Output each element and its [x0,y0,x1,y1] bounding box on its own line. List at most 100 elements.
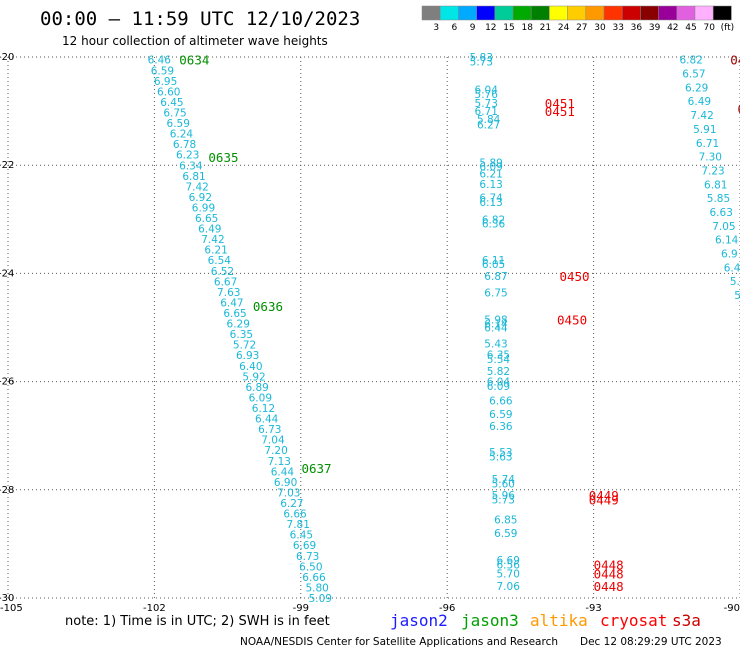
wave-height-value: 6.66 [283,509,307,521]
wave-height-value: 7.04 [261,435,285,447]
wave-height-value: 5.73 [475,98,498,110]
wave-height-value: 6.92 [189,192,212,204]
colorbar-label: 15 [503,23,514,33]
wave-height-value: 6.78 [173,139,196,151]
wave-height-value: 5.91 [693,124,716,136]
wave-height-value: 6.35 [230,329,253,341]
wave-height-value: 6.59 [489,409,512,421]
wave-height-value: 6.29 [227,319,250,331]
colorbar-swatch [640,5,659,21]
wave-height-value: 7.23 [701,165,724,177]
wave-height-value: 7.42 [201,234,224,246]
colorbar-label: 42 [667,23,678,33]
wave-height-value: 6.27 [477,120,500,132]
axis-ticks: -105 -102 -99 -96 -93 -90 -20 -22 -24 -26 -28 -30 [0,52,740,614]
wave-height-value: 7.20 [264,445,287,457]
wave-height-value: 6.82 [482,214,505,226]
colorbar-swatch [458,5,477,21]
satellite-legend-jason3: jason3 [461,611,519,630]
wave-height-value: 5.92 [242,371,265,383]
pass-time-label: 0451 [545,96,575,111]
satellite-legend: jason2 jason3 altika cryosat s3a [390,611,701,630]
altimeter-tracks: 6.466.596.956.606.456.756.596.246.786.23… [148,52,740,605]
y-tick-label: -20 [0,52,14,63]
wave-height-value: 5.09 [309,593,332,605]
wave-height-value: 6.56 [497,559,521,571]
pass-time-label: 0451 [545,104,575,119]
wave-height-value: 5.60 [492,478,515,490]
wave-height-value: 6.90 [274,477,297,489]
colorbar-swatch [421,5,441,21]
wave-height-value: 6.21 [204,245,227,257]
wave-height-value: 6.24 [170,129,194,141]
wave-height-value: 6.13 [479,197,502,209]
wave-height-value: 6.29 [685,82,708,94]
wave-height-value: 6.36 [489,421,513,433]
wave-height-value: 6.44 [484,323,508,335]
wave-height-value: 6.45 [290,530,313,542]
wave-height-value: 5.43 [484,339,507,351]
y-tick-label: -22 [0,160,14,171]
wave-height-value: 7.42 [185,181,208,193]
wave-height-value: 6.9 [721,249,738,261]
colorbar-swatch [549,5,568,21]
wave-height-value: 7.06 [497,581,521,593]
wave-height-value: 5.74 [492,474,516,486]
x-tick-label: -105 [0,603,23,614]
wave-height-value: 5.54 [487,354,511,366]
wave-height-value: 6.60 [157,86,180,98]
map-grid [7,56,740,599]
y-tick-label: -24 [0,268,14,279]
colorbar-swatch [439,5,459,21]
wave-height-value: 6.89 [245,382,268,394]
wave-height-value: 5.83 [470,52,493,64]
x-tick-label: -93 [585,603,601,614]
wave-height-value: 5.72 [233,340,256,352]
pass-time-label: 0450 [557,312,587,327]
colorbar-label: (ft) [721,23,735,33]
satellite-legend-jason2: jason2 [390,611,448,630]
wave-height-value: 6.34 [179,160,203,172]
wave-height-value: 5.76 [475,89,499,101]
colorbar-label: 70 [703,23,715,33]
wave-height-value: 6.04 [487,377,511,389]
wave-height-value: 6.09 [479,161,502,173]
wave-height-value: 5. [730,276,740,288]
colorbar-label: 39 [649,23,661,33]
wave-height-value: 7.05 [712,221,735,233]
y-tick-label: -30 [0,593,14,604]
wave-height-value: 6.63 [710,207,733,219]
wave-height-value: 5.53 [489,447,512,459]
colorbar-label: 36 [631,23,643,33]
wave-height-value: 6.71 [475,106,498,118]
wave-height-value: 6.45 [160,97,183,109]
wave-height-value: 6.46 [148,55,172,67]
wave-height-value: 5.89 [479,157,502,169]
wave-height-value: 6.69 [497,555,520,567]
y-tick-label: -28 [0,485,14,496]
wave-height-value: 5.73 [492,495,515,507]
wave-height-value: 6.82 [680,55,703,67]
colorbar-label: 6 [452,23,458,33]
wave-height-value: 6.21 [479,168,502,180]
wave-height-value: 6.40 [239,361,262,373]
wave-height-value: 6.75 [484,287,507,299]
wave-height-value: 6.81 [704,179,727,191]
wave-height-value: 5.96 [492,490,516,502]
colorbar-label: 3 [433,23,439,33]
colorbar-label: 9 [470,23,476,33]
wave-height-value: 6.35 [487,350,510,362]
wave-height-value: 6.09 [487,381,510,393]
wave-height-value: 6.44 [271,466,295,478]
pass-time-label: 0448 [594,557,624,572]
wave-height-value: 7.42 [690,110,713,122]
pass-time-label: 0 [738,101,740,116]
wave-height-value: 5 [734,290,740,302]
colorbar-label: 33 [612,23,623,33]
wave-height-value: 5.63 [489,451,512,463]
wave-height-value: 7.03 [277,487,300,499]
colorbar-label: 24 [558,23,570,33]
colorbar-swatch [676,5,696,21]
satellite-legend-altika: altika [530,611,588,630]
